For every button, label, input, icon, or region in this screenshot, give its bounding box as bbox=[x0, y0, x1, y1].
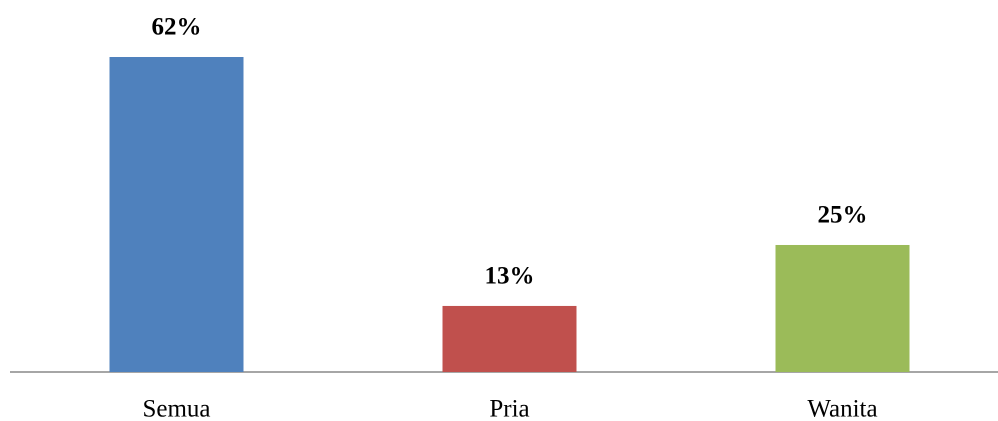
bar bbox=[775, 244, 910, 372]
x-tick-label: Wanita bbox=[807, 396, 877, 421]
bar bbox=[109, 57, 244, 372]
value-label: 25% bbox=[818, 202, 868, 229]
bar bbox=[442, 305, 577, 372]
value-label: 13% bbox=[485, 263, 535, 290]
x-tick-label: Pria bbox=[489, 396, 529, 421]
value-label: 62% bbox=[152, 14, 202, 41]
x-tick-label: Semua bbox=[142, 396, 210, 421]
